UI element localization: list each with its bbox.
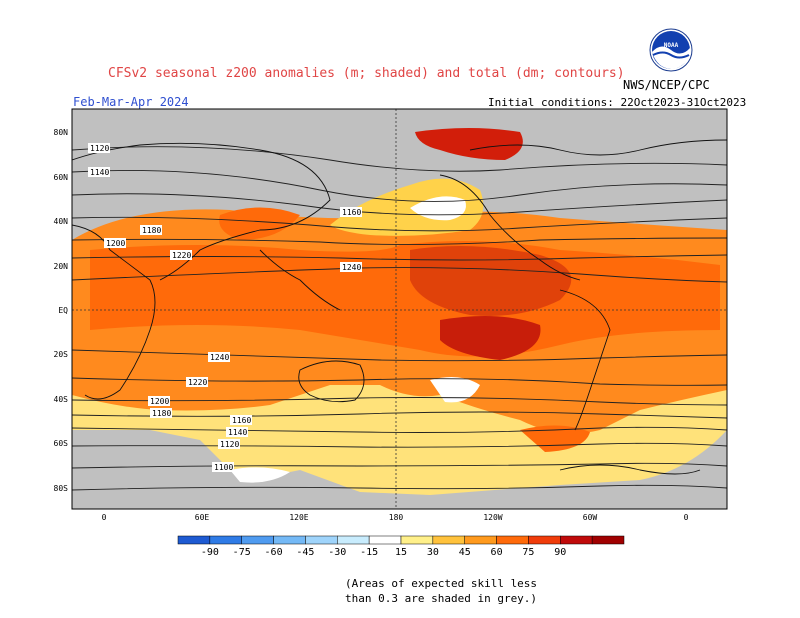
skill-note: (Areas of expected skill less than 0.3 a… — [345, 576, 537, 606]
legend-swatch — [560, 535, 593, 545]
contour-label: 1180 — [142, 226, 161, 235]
svg-text:NOAA: NOAA — [664, 42, 679, 49]
lon-label: 60E — [195, 513, 210, 522]
legend-swatch — [241, 535, 274, 545]
forecast-period: Feb-Mar-Apr 2024 — [73, 95, 189, 109]
legend-tick-label: -75 — [233, 547, 251, 558]
lat-label: 60N — [54, 173, 69, 182]
lon-label: 60W — [583, 513, 598, 522]
skill-note-line2: than 0.3 are shaded in grey.) — [345, 592, 538, 605]
contour-label: 1200 — [150, 397, 169, 406]
agency-label: NWS/NCEP/CPC — [623, 78, 710, 92]
lat-label: 20N — [54, 262, 69, 271]
noaa-logo-icon: NOAA — [649, 28, 693, 72]
legend-tick-label: -60 — [265, 547, 283, 558]
contour-label: 1220 — [172, 251, 191, 260]
legend-swatch — [368, 535, 402, 545]
lat-label: 80N — [54, 128, 69, 137]
contour-label: 1160 — [232, 416, 251, 425]
legend-swatch — [400, 535, 434, 545]
legend-swatch — [496, 535, 529, 545]
legend-tick-label: 45 — [459, 547, 471, 558]
legend-tick-label: 15 — [395, 547, 407, 558]
legend-tick-label: -45 — [296, 547, 314, 558]
lat-label: 20S — [54, 350, 69, 359]
legend-swatch — [528, 535, 561, 545]
contour-label: 1220 — [188, 378, 207, 387]
lon-label: 0 — [102, 513, 107, 522]
contour-label: 1120 — [220, 440, 239, 449]
lon-label: 0 — [684, 513, 689, 522]
contour-label: 1180 — [152, 409, 171, 418]
legend-swatch — [337, 535, 370, 545]
contour-label: 1200 — [106, 239, 125, 248]
legend-swatch — [273, 535, 306, 545]
lat-label: 40S — [54, 395, 69, 404]
legend-swatch — [591, 535, 625, 545]
legend-tick-label: -90 — [201, 547, 219, 558]
lon-label: 120E — [289, 513, 308, 522]
legend-swatch — [464, 535, 497, 545]
lat-label: EQ — [58, 306, 68, 315]
legend-tick-label: 30 — [427, 547, 439, 558]
legend-swatch — [177, 535, 211, 545]
legend-swatch — [305, 535, 338, 545]
legend-tick-label: -15 — [360, 547, 378, 558]
lon-label: 180 — [389, 513, 404, 522]
skill-note-line1: (Areas of expected skill less — [345, 577, 538, 590]
lat-label: 80S — [54, 484, 69, 493]
contour-label: 1160 — [342, 208, 361, 217]
lat-label: 60S — [54, 439, 69, 448]
contour-label: 1100 — [214, 463, 233, 472]
lon-label: 120W — [483, 513, 502, 522]
lat-label: 40N — [54, 217, 69, 226]
legend-tick-label: 75 — [522, 547, 534, 558]
contour-label: 1140 — [228, 428, 247, 437]
chart-title: CFSv2 seasonal z200 anomalies (m; shaded… — [108, 66, 625, 81]
legend-tick-label: -30 — [328, 547, 346, 558]
initial-conditions: Initial conditions: 22Oct2023-31Oct2023 — [488, 96, 747, 109]
anomaly-map: 1120 1140 1160 1180 1200 1220 1240 1240 … — [54, 108, 728, 522]
contour-label: 1140 — [90, 168, 109, 177]
legend-tick-label: 90 — [554, 547, 566, 558]
contour-label: 1240 — [210, 353, 229, 362]
contour-label: 1240 — [342, 263, 361, 272]
legend-swatch — [209, 535, 242, 545]
legend-swatch — [432, 535, 465, 545]
legend-tick-label: 60 — [491, 547, 503, 558]
contour-label: 1120 — [90, 144, 109, 153]
